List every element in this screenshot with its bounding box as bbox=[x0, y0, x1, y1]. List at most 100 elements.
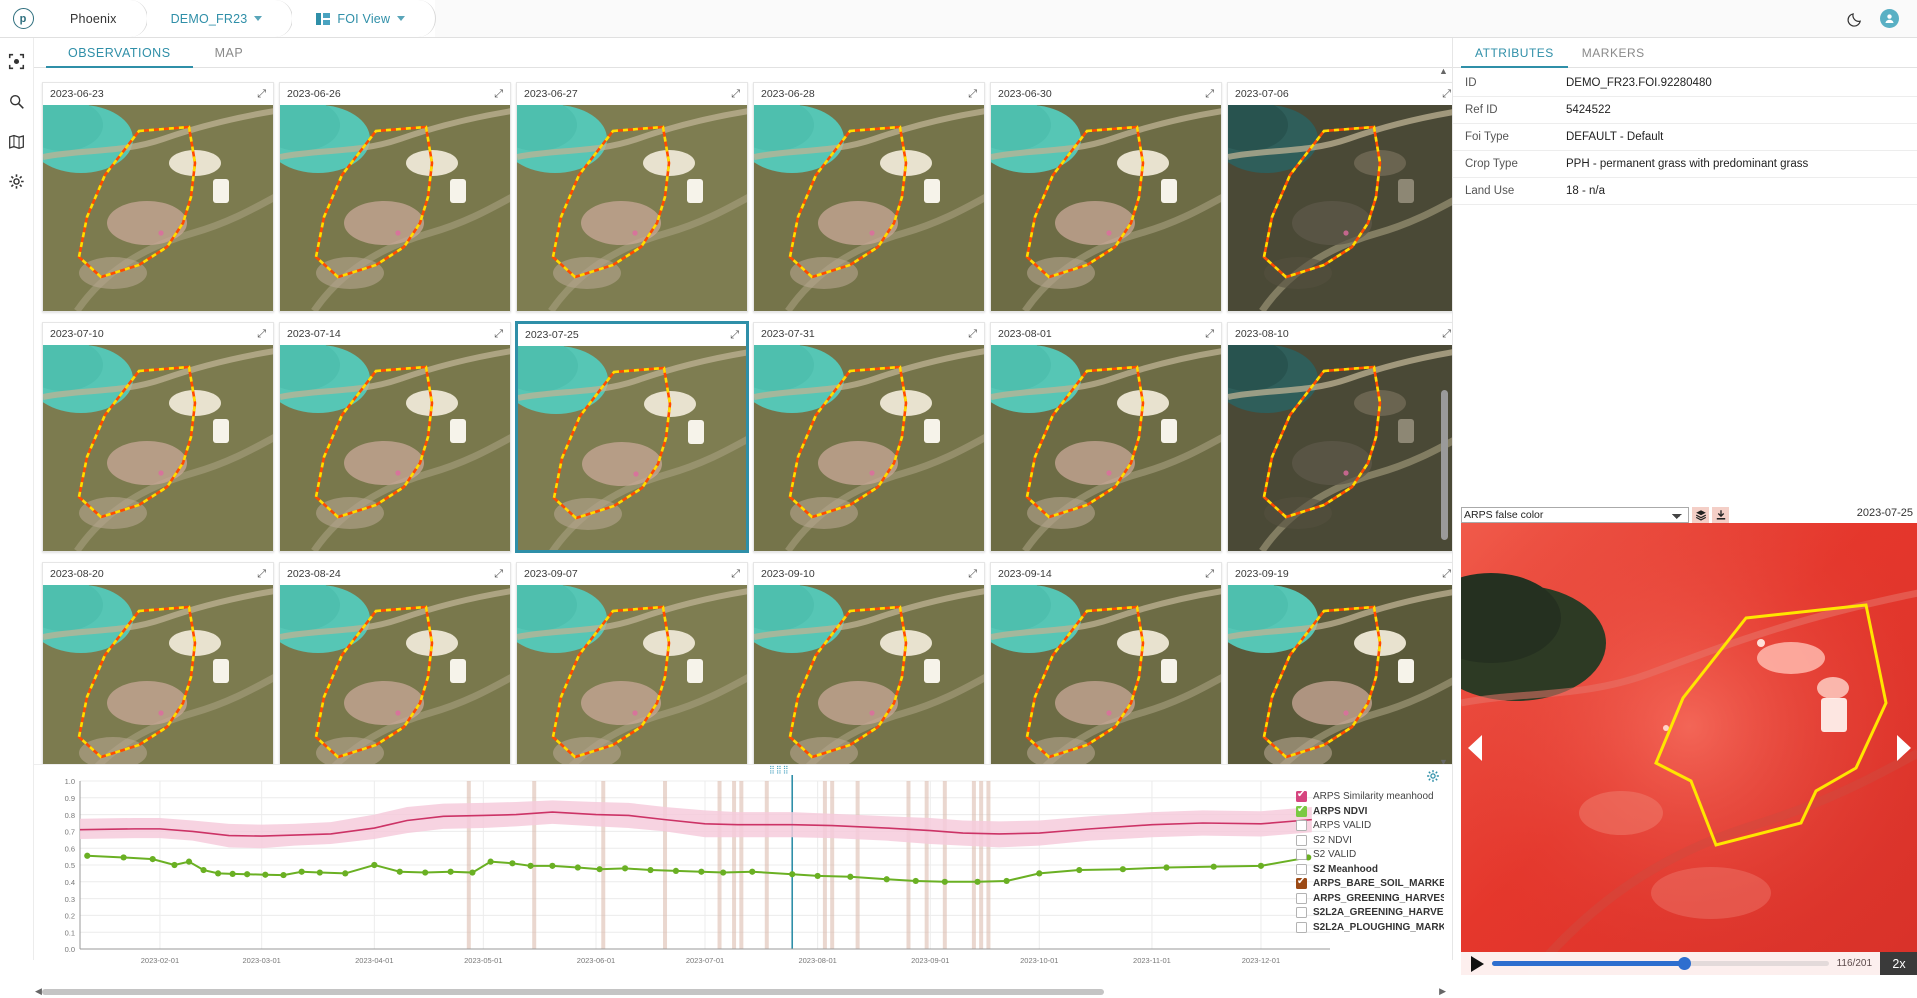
legend-item[interactable]: ARPS NDVI bbox=[1296, 804, 1444, 817]
timeline-slider[interactable] bbox=[1492, 957, 1829, 970]
observation-thumbnail[interactable] bbox=[517, 105, 747, 311]
observation-card[interactable]: 2023-08-01 ⤢ bbox=[990, 322, 1222, 552]
legend-item[interactable]: S2L2A_PLOUGHING_MARKER bbox=[1296, 921, 1444, 933]
observation-thumbnail[interactable] bbox=[991, 585, 1221, 764]
observation-thumbnail[interactable] bbox=[518, 346, 746, 550]
observation-thumbnail[interactable] bbox=[754, 585, 984, 764]
expand-arrows-icon[interactable]: ⤢ bbox=[257, 327, 266, 340]
legend-checkbox[interactable] bbox=[1296, 892, 1307, 904]
expand-arrows-icon[interactable]: ⤢ bbox=[494, 327, 503, 340]
expand-arrows-icon[interactable]: ⤢ bbox=[1205, 87, 1214, 100]
chart-drag-handle[interactable]: ⣿⣿⣿ bbox=[769, 765, 790, 774]
legend-checkbox[interactable] bbox=[1296, 876, 1307, 889]
expand-arrows-icon[interactable]: ⤢ bbox=[968, 567, 977, 580]
expand-arrows-icon[interactable]: ⤢ bbox=[730, 328, 739, 341]
breadcrumb-phoenix[interactable]: Phoenix bbox=[46, 0, 148, 37]
legend-item[interactable]: ARPS VALID bbox=[1296, 820, 1444, 831]
observation-card[interactable]: 2023-09-14 ⤢ bbox=[990, 562, 1222, 764]
chevron-right-icon[interactable]: ▶ bbox=[1439, 986, 1446, 996]
settings-icon[interactable] bbox=[8, 172, 26, 190]
hscrollbar-thumb[interactable] bbox=[42, 989, 1104, 995]
observation-card[interactable]: 2023-09-07 ⤢ bbox=[516, 562, 748, 764]
observation-card[interactable]: 2023-06-26 ⤢ bbox=[279, 82, 511, 312]
expand-arrows-icon[interactable]: ⤢ bbox=[731, 87, 740, 100]
legend-checkbox[interactable] bbox=[1296, 820, 1307, 831]
observation-card-selected[interactable]: 2023-07-25 ⤢ bbox=[516, 322, 748, 552]
tab-markers[interactable]: MARKERS bbox=[1568, 38, 1659, 68]
observation-card[interactable]: 2023-07-10 ⤢ bbox=[42, 322, 274, 552]
expand-arrows-icon[interactable]: ⤢ bbox=[1205, 327, 1214, 340]
tab-map[interactable]: MAP bbox=[193, 38, 266, 68]
legend-checkbox[interactable] bbox=[1296, 863, 1307, 875]
observation-card[interactable]: 2023-07-06 ⤢ bbox=[1227, 82, 1452, 312]
scrollbar-thumb[interactable] bbox=[1441, 390, 1448, 540]
legend-item[interactable]: S2 Meanhood bbox=[1296, 863, 1444, 875]
observation-card[interactable]: 2023-06-30 ⤢ bbox=[990, 82, 1222, 312]
expand-arrows-icon[interactable]: ⤢ bbox=[1442, 567, 1451, 580]
legend-checkbox[interactable] bbox=[1296, 921, 1307, 933]
observation-thumbnail[interactable] bbox=[517, 585, 747, 764]
expand-arrows-icon[interactable]: ⤢ bbox=[1205, 567, 1214, 580]
observation-card[interactable]: 2023-07-31 ⤢ bbox=[753, 322, 985, 552]
next-arrow-icon[interactable] bbox=[1897, 735, 1911, 761]
gear-icon[interactable] bbox=[1426, 769, 1440, 786]
map-icon[interactable] bbox=[8, 132, 26, 150]
chart-horizontal-scrollbar[interactable]: ◀ ▶ bbox=[35, 986, 1446, 996]
legend-checkbox[interactable] bbox=[1296, 791, 1307, 802]
observation-thumbnail[interactable] bbox=[1228, 345, 1452, 551]
expand-arrows-icon[interactable]: ⤢ bbox=[494, 567, 503, 580]
observation-card[interactable]: 2023-09-19 ⤢ bbox=[1227, 562, 1452, 764]
legend-item[interactable]: ARPS_BARE_SOIL_MARKER bbox=[1296, 876, 1444, 889]
breadcrumb-project[interactable]: DEMO_FR23 bbox=[146, 0, 294, 37]
observation-card[interactable]: 2023-08-10 ⤢ bbox=[1227, 322, 1452, 552]
app-logo[interactable]: p bbox=[0, 0, 46, 37]
observation-card[interactable]: 2023-09-10 ⤢ bbox=[753, 562, 985, 764]
chevron-up-icon[interactable]: ▲ bbox=[1439, 68, 1448, 76]
observation-thumbnail[interactable] bbox=[280, 345, 510, 551]
previous-arrow-icon[interactable] bbox=[1468, 735, 1482, 761]
chevron-left-icon[interactable]: ◀ bbox=[35, 986, 42, 996]
timeline-knob[interactable] bbox=[1677, 957, 1691, 970]
observation-thumbnail[interactable] bbox=[43, 345, 273, 551]
search-icon[interactable] bbox=[8, 92, 26, 110]
tab-observations[interactable]: OBSERVATIONS bbox=[46, 38, 193, 68]
expand-arrows-icon[interactable]: ⤢ bbox=[968, 327, 977, 340]
expand-arrows-icon[interactable]: ⤢ bbox=[257, 567, 266, 580]
layers-icon[interactable] bbox=[1692, 506, 1709, 523]
observation-thumbnail[interactable] bbox=[754, 105, 984, 311]
observation-thumbnail[interactable] bbox=[754, 345, 984, 551]
expand-arrows-icon[interactable]: ⤢ bbox=[1442, 327, 1451, 340]
expand-arrows-icon[interactable]: ⤢ bbox=[494, 87, 503, 100]
moon-icon[interactable] bbox=[1847, 10, 1864, 27]
observation-card[interactable]: 2023-06-23 ⤢ bbox=[42, 82, 274, 312]
legend-item[interactable]: ARPS_GREENING_HARVEST bbox=[1296, 892, 1444, 904]
layer-select[interactable]: ARPS false color bbox=[1461, 506, 1689, 523]
playback-speed-button[interactable]: 2x bbox=[1880, 952, 1917, 975]
map-image[interactable]: 116/201 2x bbox=[1461, 523, 1917, 975]
observation-thumbnail[interactable] bbox=[1228, 105, 1452, 311]
legend-item[interactable]: S2L2A_GREENING_HARVEST bbox=[1296, 907, 1444, 918]
breadcrumb-foi-view[interactable]: FOI View bbox=[292, 0, 436, 37]
legend-checkbox[interactable] bbox=[1296, 907, 1307, 918]
expand-arrows-icon[interactable]: ⤢ bbox=[731, 567, 740, 580]
legend-item[interactable]: ARPS Similarity meanhood bbox=[1296, 791, 1444, 802]
focus-icon[interactable] bbox=[8, 52, 26, 70]
observation-thumbnail[interactable] bbox=[43, 585, 273, 764]
observations-scrollbar[interactable] bbox=[1441, 74, 1448, 758]
legend-item[interactable]: S2 VALID bbox=[1296, 849, 1444, 860]
legend-checkbox[interactable] bbox=[1296, 834, 1307, 846]
observation-thumbnail[interactable] bbox=[991, 345, 1221, 551]
observation-card[interactable]: 2023-08-24 ⤢ bbox=[279, 562, 511, 764]
expand-arrows-icon[interactable]: ⤢ bbox=[257, 87, 266, 100]
legend-item[interactable]: S2 NDVI bbox=[1296, 834, 1444, 846]
user-avatar-icon[interactable] bbox=[1880, 9, 1899, 28]
observation-card[interactable]: 2023-06-27 ⤢ bbox=[516, 82, 748, 312]
observation-thumbnail[interactable] bbox=[991, 105, 1221, 311]
legend-checkbox[interactable] bbox=[1296, 849, 1307, 860]
observation-thumbnail[interactable] bbox=[43, 105, 273, 311]
observation-card[interactable]: 2023-07-14 ⤢ bbox=[279, 322, 511, 552]
tab-attributes[interactable]: ATTRIBUTES bbox=[1461, 38, 1568, 68]
chevron-down-icon[interactable]: ▼ bbox=[1439, 757, 1448, 764]
observation-card[interactable]: 2023-08-20 ⤢ bbox=[42, 562, 274, 764]
legend-checkbox[interactable] bbox=[1296, 804, 1307, 817]
